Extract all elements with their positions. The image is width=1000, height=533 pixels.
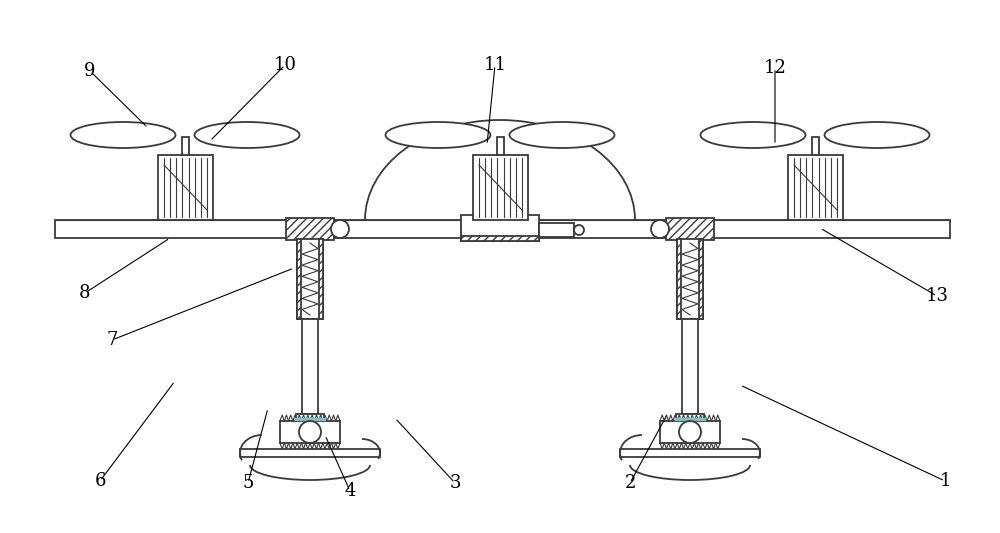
Bar [461,236,539,241]
Text: 13: 13 [926,287,948,305]
Bar [302,319,318,414]
Text: 6: 6 [94,472,106,490]
Bar [280,421,340,443]
Bar [158,155,213,220]
Bar [461,215,539,241]
Ellipse shape [194,122,300,148]
Circle shape [651,220,669,238]
Bar [699,239,703,319]
Text: 2: 2 [624,474,636,492]
Ellipse shape [824,122,930,148]
Text: 1: 1 [939,472,951,490]
Bar [240,449,380,457]
Text: 9: 9 [84,62,96,80]
Circle shape [331,220,349,238]
Bar [677,239,703,319]
Bar [539,223,574,237]
Bar [286,218,334,240]
Circle shape [299,421,321,443]
Bar [660,421,720,443]
Text: 7: 7 [106,331,118,349]
Bar [473,155,528,220]
Ellipse shape [386,122,490,148]
Circle shape [679,421,701,443]
Bar [666,218,714,240]
Text: 12: 12 [764,59,786,77]
Bar [682,319,698,414]
Bar [620,449,760,457]
Bar [319,239,323,319]
Bar [812,137,819,155]
Bar [182,137,189,155]
Ellipse shape [510,122,614,148]
Ellipse shape [700,122,806,148]
Bar [788,155,843,220]
Circle shape [574,225,584,235]
Bar [677,239,681,319]
Bar [296,414,324,421]
Text: 3: 3 [449,474,461,492]
Text: 5: 5 [242,474,254,492]
Bar [676,414,704,421]
Bar [297,239,323,319]
Bar [297,239,301,319]
Text: 4: 4 [344,482,356,500]
Text: 10: 10 [274,56,296,74]
Bar [55,220,950,238]
Bar [497,137,504,155]
Ellipse shape [70,122,176,148]
Text: 11: 11 [484,56,507,74]
Text: 8: 8 [79,284,91,302]
